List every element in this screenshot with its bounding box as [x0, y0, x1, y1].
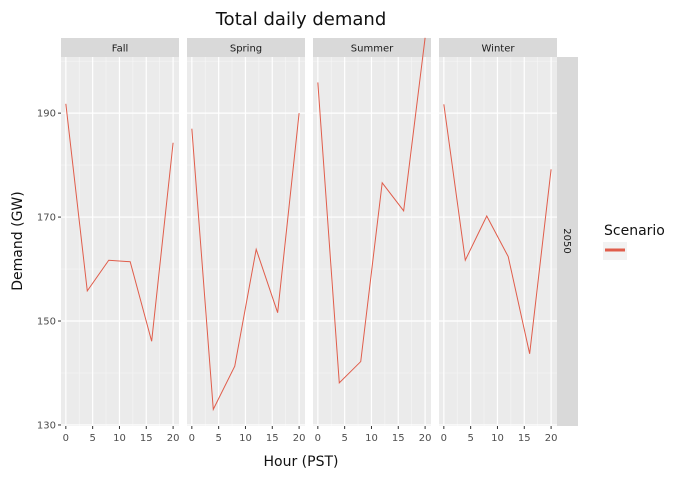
- x-axis-label: Hour (PST): [264, 454, 339, 470]
- x-tick-label: 10: [491, 433, 504, 444]
- x-tick-label: 10: [239, 433, 252, 444]
- x-tick-label: 0: [441, 433, 447, 444]
- x-tick-label: 20: [419, 433, 432, 444]
- facet-strip: [313, 38, 431, 57]
- facet-strip: [439, 38, 557, 57]
- x-tick-label: 5: [215, 433, 221, 444]
- x-tick-label: 10: [113, 433, 126, 444]
- x-tick-label: 15: [140, 433, 153, 444]
- x-tick-label: 5: [89, 433, 95, 444]
- facet-strip: [61, 38, 179, 57]
- y-tick-label: 190: [37, 109, 56, 120]
- facet-panels: Fall 0 5 10 15 20 Spring 0 5 10 15 20 Summer 0 5 10 15 20…: [61, 37, 557, 444]
- x-tick-label: 20: [293, 433, 306, 444]
- chart-title: Total daily demand: [215, 9, 387, 30]
- legend: Scenario: [603, 223, 665, 260]
- x-tick-label: 5: [467, 433, 473, 444]
- x-tick-label: 10: [365, 433, 378, 444]
- y-axis-label: Demand (GW): [10, 191, 26, 290]
- facet-strip-label: Fall: [112, 44, 129, 55]
- y-tick-label: 170: [37, 213, 56, 224]
- y-tick-label: 150: [37, 317, 56, 328]
- legend-title: Scenario: [604, 223, 665, 239]
- series-line-winter: [443, 104, 552, 354]
- facet-panel-fall: Fall 0 5 10 15 20: [61, 38, 179, 444]
- x-tick-label: 15: [266, 433, 279, 444]
- x-tick-label: 0: [63, 433, 69, 444]
- x-tick-label: 15: [392, 433, 405, 444]
- facet-strip-label: Spring: [230, 44, 262, 55]
- facet-panel-winter: Winter 0 5 10 15 20: [439, 38, 557, 444]
- facet-panel-summer: Summer 0 5 10 15 20: [313, 37, 432, 444]
- row-strip: 2050: [557, 57, 578, 426]
- series-line-spring: [191, 113, 300, 412]
- x-tick-label: 0: [189, 433, 195, 444]
- x-tick-label: 20: [545, 433, 558, 444]
- series-line-fall: [65, 103, 174, 342]
- facet-strip-label: Winter: [482, 44, 516, 55]
- series-line-summer: [317, 37, 426, 384]
- y-axis: 130 150 170 190: [37, 109, 61, 431]
- facet-strip: [187, 38, 305, 57]
- y-tick-label: 130: [37, 420, 56, 431]
- x-tick-label: 0: [315, 433, 321, 444]
- x-tick-label: 15: [518, 433, 531, 444]
- x-tick-label: 5: [341, 433, 347, 444]
- x-tick-label: 20: [167, 433, 180, 444]
- facet-strip-label: Summer: [351, 44, 394, 55]
- row-strip-label: 2050: [561, 228, 572, 253]
- facet-panel-spring: Spring 0 5 10 15 20: [187, 38, 305, 444]
